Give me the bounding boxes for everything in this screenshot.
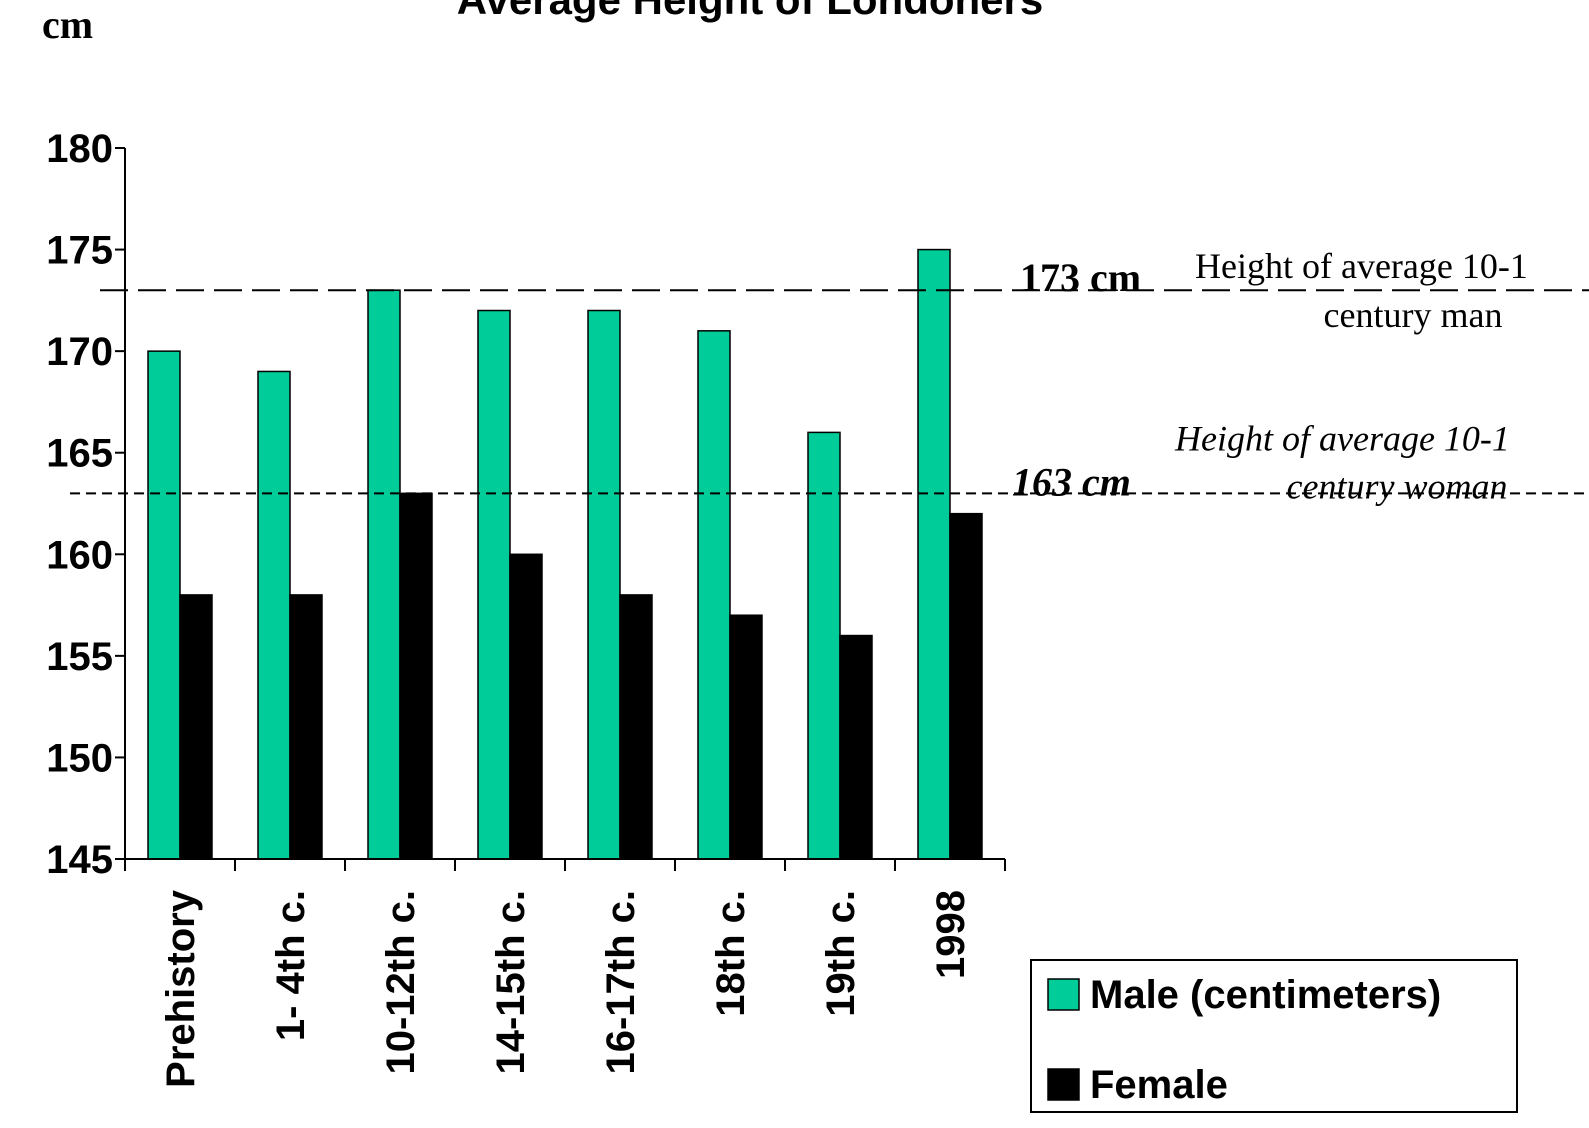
legend-label: Male (centimeters) xyxy=(1090,973,1441,1017)
reference-note: Height of average 10-1 xyxy=(1174,418,1510,458)
bar xyxy=(257,370,291,860)
y-tick-label: 160 xyxy=(46,533,113,577)
bar xyxy=(399,492,433,860)
bar xyxy=(147,350,181,860)
x-tick-label: 16-17th c. xyxy=(599,890,643,1075)
chart-title: Average Height of Londoners xyxy=(457,0,1044,23)
bar xyxy=(477,309,511,860)
reference-note: century man xyxy=(1324,295,1503,335)
x-tick-label: 19th c. xyxy=(819,890,863,1017)
x-tick-label: 18th c. xyxy=(709,890,753,1017)
reference-note: Height of average 10-1 xyxy=(1195,246,1528,286)
bar xyxy=(587,309,621,860)
x-tick-label: 10-12th c. xyxy=(379,890,423,1075)
x-tick-label: 1- 4th c. xyxy=(269,890,313,1041)
y-axis-label: cm xyxy=(42,2,93,47)
y-tick-label: 165 xyxy=(46,432,113,476)
bar xyxy=(917,248,951,860)
bar xyxy=(367,289,401,860)
y-tick-label: 155 xyxy=(46,635,113,679)
y-tick-label: 180 xyxy=(46,127,113,171)
bar xyxy=(289,594,323,860)
bar xyxy=(509,553,543,860)
legend-label: Female xyxy=(1090,1063,1228,1107)
y-tick-label: 175 xyxy=(46,229,113,273)
reference-note: century woman xyxy=(1287,466,1508,506)
y-tick-label: 145 xyxy=(46,838,113,882)
x-tick-label: Prehistory xyxy=(159,889,203,1088)
bar xyxy=(949,512,983,860)
reference-label: 173 cm xyxy=(1020,255,1141,300)
y-tick-label: 170 xyxy=(46,330,113,374)
legend-swatch xyxy=(1047,1068,1080,1101)
legend-swatch xyxy=(1047,978,1080,1011)
bar xyxy=(619,594,653,860)
bar xyxy=(697,330,731,860)
x-tick-label: 14-15th c. xyxy=(489,890,533,1075)
bar xyxy=(179,594,213,860)
bar xyxy=(729,614,763,860)
bar xyxy=(839,634,873,860)
reference-label: 163 cm xyxy=(1012,459,1131,504)
legend-box xyxy=(1030,959,1518,1113)
bar xyxy=(807,431,841,860)
y-tick-label: 150 xyxy=(46,736,113,780)
x-tick-label: 1998 xyxy=(929,890,973,979)
